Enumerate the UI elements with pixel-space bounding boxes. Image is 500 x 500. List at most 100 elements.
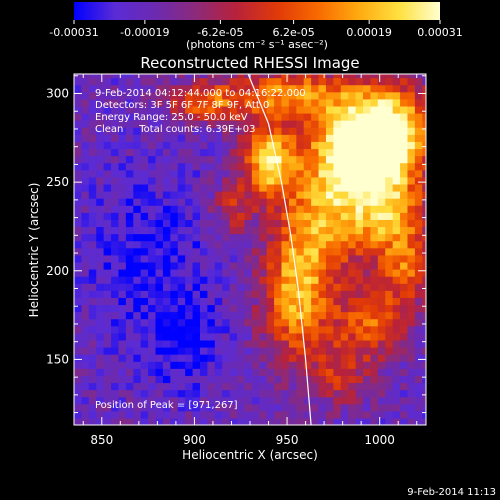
heatmap-cell (103, 84, 112, 93)
heatmap-cell (370, 233, 379, 242)
heatmap-cell (185, 389, 194, 398)
heatmap-cell (340, 311, 349, 320)
heatmap-cell (244, 417, 253, 425)
heatmap-cell (348, 403, 357, 412)
heatmap-cell (414, 84, 423, 93)
heatmap-cell (400, 417, 409, 425)
heatmap-cell (185, 339, 194, 348)
heatmap-cell (303, 325, 312, 334)
heatmap-cell (148, 332, 157, 341)
heatmap-cell (281, 347, 290, 355)
heatmap-cell (303, 205, 312, 213)
heatmap-cell (318, 304, 327, 313)
heatmap-cell (199, 368, 208, 376)
x-tick-label: 850 (90, 433, 113, 447)
x-tick-label: 900 (183, 433, 206, 447)
heatmap-cell (340, 191, 349, 199)
heatmap-cell (325, 283, 334, 291)
heatmap-cell (222, 134, 231, 142)
heatmap-cell (348, 113, 357, 121)
heatmap-cell (237, 403, 246, 412)
heatmap-cell (222, 339, 231, 348)
heatmap-cell (296, 417, 305, 425)
heatmap-cell (363, 84, 372, 93)
heatmap-cell (303, 339, 312, 348)
heatmap-cell (392, 183, 401, 192)
heatmap-cell (355, 91, 364, 100)
heatmap-cell (340, 290, 349, 298)
heatmap-cell (170, 311, 179, 320)
heatmap-cell (274, 219, 283, 228)
heatmap-cell (118, 311, 127, 320)
heatmap-cell (355, 368, 364, 376)
heatmap-cell (355, 176, 364, 185)
heatmap-cell (118, 105, 127, 114)
heatmap-cell (237, 276, 246, 284)
heatmap-cell (274, 176, 283, 185)
heatmap-cell (170, 396, 179, 405)
heatmap-cell (311, 347, 320, 355)
heatmap-cell (177, 311, 186, 320)
heatmap-cell (303, 162, 312, 171)
heatmap-cell (422, 77, 426, 86)
heatmap-cell (422, 347, 426, 355)
heatmap-cell (177, 169, 186, 178)
heatmap-cell (214, 290, 223, 298)
heatmap-cell (422, 219, 426, 228)
heatmap-cell (363, 417, 372, 425)
heatmap-cell (311, 141, 320, 150)
heatmap-cell (148, 276, 157, 284)
heatmap-cell (170, 141, 179, 150)
heatmap-cell (385, 98, 394, 107)
heatmap-cell (325, 84, 334, 93)
heatmap-cell (162, 162, 171, 171)
heatmap-cell (125, 127, 134, 135)
heatmap-cell (266, 297, 275, 306)
heatmap-cell (192, 77, 201, 86)
heatmap-cell (377, 84, 386, 93)
heatmap-cell (400, 91, 409, 100)
heatmap-cell (214, 403, 223, 412)
heatmap-cell (88, 240, 97, 249)
heatmap-cell (199, 105, 208, 114)
heatmap-cell (274, 283, 283, 291)
heatmap-cell (96, 74, 105, 79)
heatmap-cell (377, 311, 386, 320)
heatmap-cell (318, 389, 327, 398)
heatmap-cell (370, 84, 379, 93)
heatmap-cell (192, 410, 201, 419)
heatmap-cell (400, 403, 409, 412)
heatmap-cell (244, 113, 253, 121)
heatmap-cell (348, 261, 357, 270)
heatmap-cell (118, 297, 127, 306)
heatmap-cell (318, 396, 327, 405)
heatmap-cell (96, 113, 105, 121)
heatmap-cell (400, 162, 409, 171)
heatmap-cell (148, 403, 157, 412)
heatmap-cell (318, 339, 327, 348)
heatmap-cell (111, 205, 120, 213)
heatmap-cell (318, 183, 327, 192)
heatmap-cell (229, 74, 238, 79)
heatmap-cell (318, 375, 327, 384)
heatmap-cell (177, 318, 186, 327)
heatmap-cell (229, 162, 238, 171)
heatmap-cell (185, 318, 194, 327)
heatmap-cell (88, 354, 97, 362)
heatmap-cell (222, 205, 231, 213)
heatmap-cell (407, 311, 416, 320)
heatmap-cell (259, 375, 268, 384)
heatmap-cell (125, 276, 134, 284)
heatmap-cell (214, 417, 223, 425)
heatmap-cell (400, 290, 409, 298)
heatmap-cell (133, 162, 142, 171)
heatmap-cell (288, 205, 297, 213)
heatmap-cell (133, 91, 142, 100)
heatmap-cell (229, 247, 238, 256)
heatmap-cell (155, 105, 164, 114)
heatmap-cell (259, 325, 268, 334)
colorbar (74, 2, 440, 20)
heatmap-cell (111, 212, 120, 220)
heatmap-cell (422, 91, 426, 100)
heatmap-cell (259, 134, 268, 142)
